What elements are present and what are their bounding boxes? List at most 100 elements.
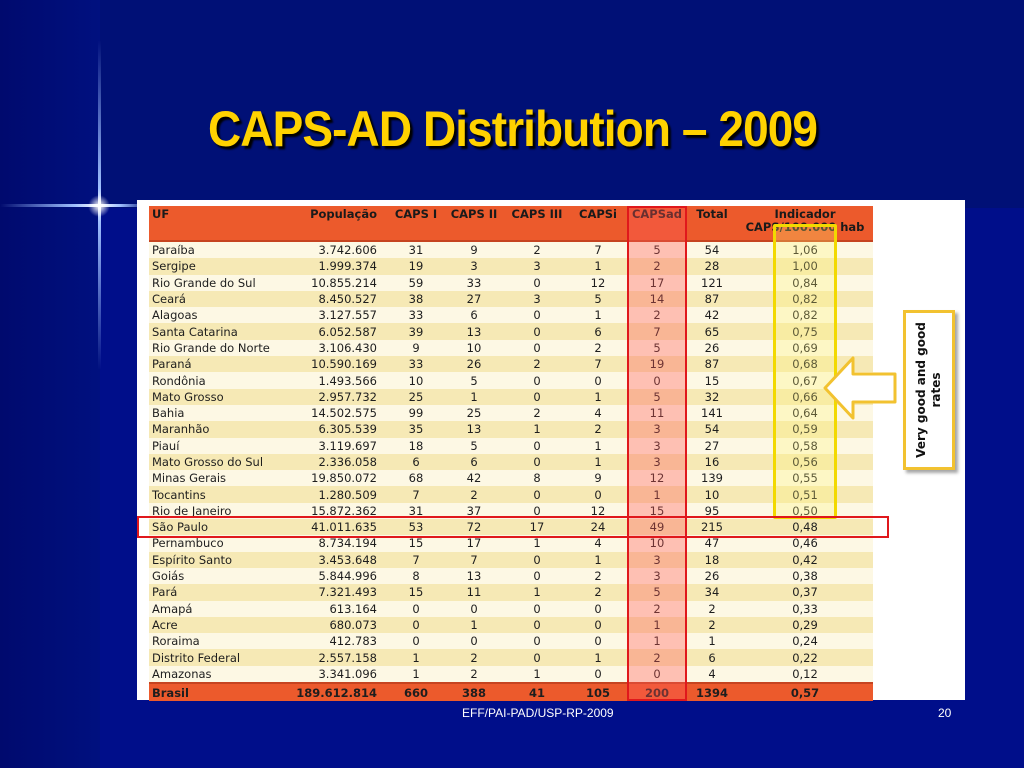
cell-populacao: 613.164 <box>277 600 389 617</box>
cell-uf: Mato Grosso do Sul <box>149 453 277 471</box>
cell-caps-iii: 1 <box>505 584 569 601</box>
cell-caps-ii: 6 <box>443 307 505 324</box>
cell-total: 87 <box>687 356 737 373</box>
cell-caps-iii: 8 <box>505 470 569 487</box>
cell-total: 47 <box>687 535 737 552</box>
table-row: Paraná 10.590.169 33 26 2 7 19 87 0,68 <box>149 356 873 373</box>
cell-capsi: 0 <box>569 616 627 634</box>
cell-caps-i: 7 <box>389 486 443 503</box>
table-row: Minas Gerais 19.850.072 68 42 8 9 12 139 0,55 <box>149 470 873 487</box>
cell-indicador: 0,68 <box>737 356 873 373</box>
cell-caps-ii: 2 <box>443 486 505 503</box>
callout-text: Very good and good rates <box>914 322 943 458</box>
cell-total: 34 <box>687 584 737 601</box>
cell-total: 1 <box>687 633 737 650</box>
cell-total: 10 <box>687 486 737 503</box>
cell-indicador: 0,29 <box>737 616 873 634</box>
cell-capsi: 24 <box>569 519 627 536</box>
cell-populacao: 8.450.527 <box>277 290 389 308</box>
cell-capsi: 0 <box>569 600 627 617</box>
cell-capsad: 5 <box>627 241 687 259</box>
cell-total: 54 <box>687 421 737 438</box>
cell-populacao: 10.855.214 <box>277 274 389 291</box>
cell-caps-iii: 1 <box>505 535 569 552</box>
cell-indicador: 0,75 <box>737 323 873 340</box>
table-row: Paraíba 3.742.606 31 9 2 7 5 54 1,06 <box>149 241 873 259</box>
cell-total: 139 <box>687 470 737 487</box>
cell-caps-ii: 13 <box>443 323 505 340</box>
cell-caps-i: 39 <box>389 323 443 340</box>
cell-caps-iii: 2 <box>505 404 569 422</box>
table-row: Amapá 613.164 0 0 0 0 2 2 0,33 <box>149 600 873 617</box>
cell-capsi: 7 <box>569 356 627 373</box>
cell-caps-ii: 5 <box>443 437 505 454</box>
table-row: Tocantins 1.280.509 7 2 0 0 1 10 0,51 <box>149 486 873 503</box>
cell-capsi: 1 <box>569 649 627 666</box>
cell-caps-ii: 7 <box>443 551 505 568</box>
cell-caps-i: 7 <box>389 551 443 568</box>
cell-capsi: 5 <box>569 290 627 308</box>
cell-populacao: 8.734.194 <box>277 535 389 552</box>
cell-caps-ii: 9 <box>443 241 505 259</box>
cell-capsad: 5 <box>627 339 687 357</box>
table-row: Distrito Federal 2.557.158 1 2 0 1 2 6 0,22 <box>149 649 873 666</box>
cell-caps-ii: 3 <box>443 258 505 275</box>
cell-populacao: 6.052.587 <box>277 323 389 340</box>
cell-capsad: 17 <box>627 274 687 291</box>
cell-caps-ii: 72 <box>443 519 505 536</box>
cell-uf: Maranhão <box>149 421 277 438</box>
cell-uf: Minas Gerais <box>149 470 277 487</box>
title-band <box>0 0 1024 208</box>
cell-uf: Goiás <box>149 567 277 585</box>
cell-caps-iii: 0 <box>505 600 569 617</box>
footer-text: EFF/PAI-PAD/USP-RP-2009 <box>462 706 614 720</box>
cell-indicador: 0,37 <box>737 584 873 601</box>
cell-total: 2 <box>687 616 737 634</box>
header-indicador: Indicador CAPS/100.000 hab <box>737 206 873 242</box>
cell-capsad: 3 <box>627 421 687 438</box>
cell-capsi: 2 <box>569 421 627 438</box>
cell-caps-iii: 0 <box>505 649 569 666</box>
cell-caps-i: 38 <box>389 290 443 308</box>
cell-populacao: 6.305.539 <box>277 421 389 438</box>
cell-caps-iii: 2 <box>505 241 569 259</box>
total-row: Brasil 189.612.814 660 388 41 105 200 1394 0,57 <box>149 682 873 702</box>
table-row: Rondônia 1.493.566 10 5 0 0 0 15 0,67 <box>149 372 873 389</box>
table-row: Espírito Santo 3.453.648 7 7 0 1 3 18 0,42 <box>149 551 873 568</box>
cell-capsi: 0 <box>569 486 627 503</box>
cell-caps-ii: 0 <box>443 633 505 650</box>
table-panel: UF População CAPS I CAPS II CAPS III CAPSi CAP… <box>137 200 965 702</box>
cell-capsi: 1 <box>569 388 627 405</box>
cell-capsad: 5 <box>627 584 687 601</box>
cell-caps-iii: 0 <box>505 486 569 503</box>
cell-indicador: 0,55 <box>737 470 873 487</box>
cell-uf: Acre <box>149 616 277 634</box>
cell-populacao: 412.783 <box>277 633 389 650</box>
cell-capsi: 2 <box>569 567 627 585</box>
cell-indicador: 0,64 <box>737 404 873 422</box>
cell-capsi: 4 <box>569 535 627 552</box>
table-row: Rio Grande do Norte 3.106.430 9 10 0 2 5 26 0,69 <box>149 339 873 357</box>
cell-caps-iii: 0 <box>505 567 569 585</box>
table-row: Goiás 5.844.996 8 13 0 2 3 26 0,38 <box>149 567 873 585</box>
cell-caps-iii: 0 <box>505 453 569 471</box>
cell-caps-iii: 0 <box>505 616 569 634</box>
capsad-column-highlight <box>627 206 687 702</box>
cell-capsad: 2 <box>627 649 687 666</box>
table-row: Alagoas 3.127.557 33 6 0 1 2 42 0,82 <box>149 307 873 324</box>
cell-caps-iii: 0 <box>505 633 569 650</box>
cell-uf: Tocantins <box>149 486 277 503</box>
cell-total: 15 <box>687 372 737 389</box>
cell-caps-iii: 17 <box>505 519 569 536</box>
cell-caps-ii: 0 <box>443 600 505 617</box>
cell-capsad: 2 <box>627 307 687 324</box>
header-uf: UF <box>149 206 277 242</box>
cell-uf: Sergipe <box>149 258 277 275</box>
cell-populacao: 3.453.648 <box>277 551 389 568</box>
header-caps-iii: CAPS III <box>505 206 569 242</box>
cell-total: 65 <box>687 323 737 340</box>
cell-total: 95 <box>687 502 737 520</box>
cell-capsad: 49 <box>627 519 687 536</box>
cell-caps-ii: 2 <box>443 665 505 684</box>
table-row: Rio de Janeiro 15.872.362 31 37 0 12 15 95 0,50 <box>149 502 873 520</box>
